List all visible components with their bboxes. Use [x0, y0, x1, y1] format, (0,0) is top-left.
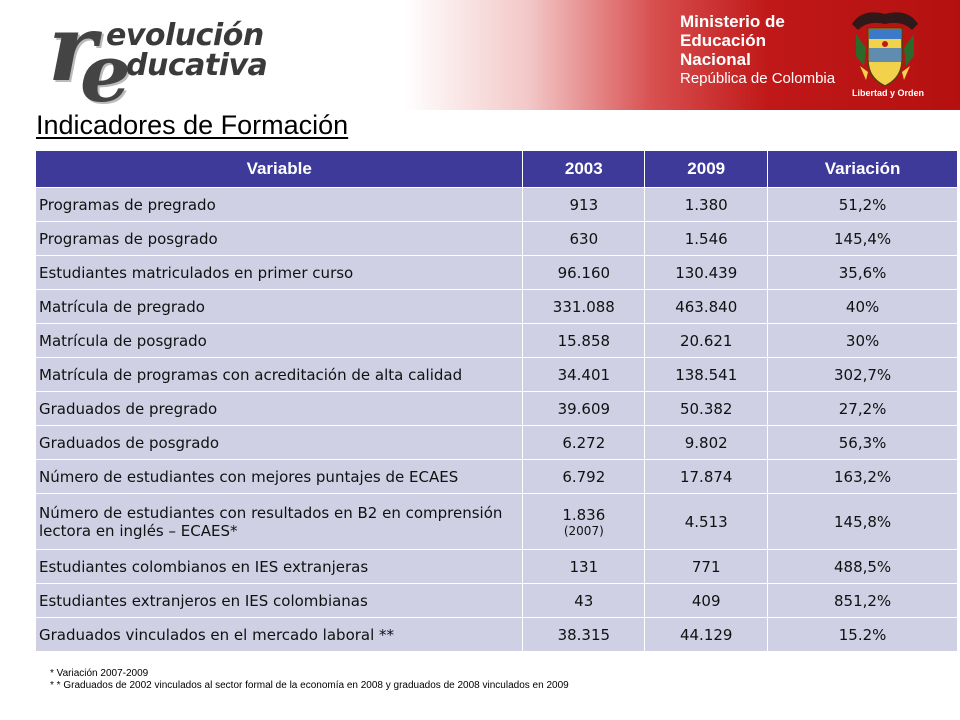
indicators-table: Variable 2003 2009 Variación Programas d…	[34, 150, 958, 652]
cell-2003: 6.272	[522, 425, 646, 460]
table-row: Número de estudiantes con resultados en …	[34, 493, 958, 550]
cell-2003: 96.160	[522, 255, 646, 290]
ministry-name: Ministerio de Educación Nacional Repúbli…	[680, 12, 840, 89]
table-header-row: Variable 2003 2009 Variación	[34, 150, 958, 188]
table-row: Matrícula de pregrado 331.088 463.840 40…	[34, 289, 958, 324]
cell-2003: 6.792	[522, 459, 646, 494]
header-2009: 2009	[644, 150, 769, 188]
cell-2003: 15.858	[522, 323, 646, 358]
cell-2003-value: 1.836	[562, 505, 606, 524]
table-row: Programas de pregrado 913 1.380 51,2%	[34, 187, 958, 222]
cell-variable: Número de estudiantes con resultados en …	[34, 493, 524, 550]
header-variable: Variable	[34, 150, 524, 188]
cell-variacion: 27,2%	[767, 391, 958, 426]
cell-2003-note: (2007)	[563, 523, 604, 538]
cell-2009: 771	[644, 549, 769, 584]
table-row: Graduados de posgrado 6.272 9.802 56,3%	[34, 425, 958, 460]
table-row: Estudiantes matriculados en primer curso…	[34, 255, 958, 290]
logo-word-revolucion: evolución	[106, 18, 264, 53]
cell-variable: Número de estudiantes con mejores puntaj…	[34, 459, 524, 494]
cell-2009: 1.546	[644, 221, 769, 256]
coat-of-arms-icon	[852, 12, 918, 87]
footnote-2: * * Graduados de 2002 vinculados al sect…	[50, 680, 569, 691]
cell-2009: 9.802	[644, 425, 769, 460]
page-title: Indicadores de Formación	[36, 110, 349, 140]
cell-variacion: 488,5%	[767, 549, 958, 584]
table-row: Graduados de pregrado 39.609 50.382 27,2…	[34, 391, 958, 426]
cell-variable: Programas de pregrado	[34, 187, 524, 222]
ministry-line-1: Ministerio de	[680, 12, 785, 31]
cell-2003: 39.609	[522, 391, 646, 426]
cell-variable: Estudiantes colombianos en IES extranjer…	[34, 549, 524, 584]
table-row: Programas de posgrado 630 1.546 145,4%	[34, 221, 958, 256]
cell-variacion: 51,2%	[767, 187, 958, 222]
table-row: Estudiantes colombianos en IES extranjer…	[34, 549, 958, 584]
table-row: Número de estudiantes con mejores puntaj…	[34, 459, 958, 494]
cell-2003: 331.088	[522, 289, 646, 324]
cell-variable: Graduados de pregrado	[34, 391, 524, 426]
cell-variable: Programas de posgrado	[34, 221, 524, 256]
cell-variacion: 145,4%	[767, 221, 958, 256]
table-row: Estudiantes extranjeros en IES colombian…	[34, 583, 958, 618]
logo-letter-r: r	[48, 0, 97, 102]
logo-word-educativa: ducativa	[126, 48, 268, 83]
cell-variacion: 56,3%	[767, 425, 958, 460]
ministry-line-3: República de Colombia	[680, 70, 836, 87]
ministry-line-2: Educación Nacional	[680, 31, 766, 69]
cell-2009: 44.129	[644, 617, 769, 652]
cell-2009: 20.621	[644, 323, 769, 358]
cell-2009: 138.541	[644, 357, 769, 392]
cell-variable: Matrícula de posgrado	[34, 323, 524, 358]
header-2003: 2003	[522, 150, 646, 188]
logo-letter-e: e	[80, 26, 131, 120]
cell-2003: 913	[522, 187, 646, 222]
cell-2009: 4.513	[644, 493, 769, 550]
cell-variacion: 145,8%	[767, 493, 958, 550]
cell-variable: Estudiantes matriculados en primer curso	[34, 255, 524, 290]
cell-2003: 1.836 (2007)	[522, 493, 646, 550]
cell-variacion: 35,6%	[767, 255, 958, 290]
header-banner: r e evolución ducativa Ministerio de Edu…	[0, 0, 960, 120]
cell-variacion: 163,2%	[767, 459, 958, 494]
cell-2009: 409	[644, 583, 769, 618]
cell-variable: Estudiantes extranjeros en IES colombian…	[34, 583, 524, 618]
cell-2003: 38.315	[522, 617, 646, 652]
cell-2003: 630	[522, 221, 646, 256]
cell-2009: 50.382	[644, 391, 769, 426]
cell-2003: 34.401	[522, 357, 646, 392]
table-row: Matrícula de programas con acreditación …	[34, 357, 958, 392]
cell-2009: 1.380	[644, 187, 769, 222]
cell-2009: 463.840	[644, 289, 769, 324]
footnote-1: * Variación 2007-2009	[50, 668, 149, 679]
cell-variable: Graduados de posgrado	[34, 425, 524, 460]
cell-variable: Graduados vinculados en el mercado labor…	[34, 617, 524, 652]
cell-variacion: 30%	[767, 323, 958, 358]
cell-2009: 130.439	[644, 255, 769, 290]
cell-variacion: 15.2%	[767, 617, 958, 652]
cell-variacion: 302,7%	[767, 357, 958, 392]
footnotes: * Variación 2007-2009 * * Graduados de 2…	[50, 668, 569, 692]
cell-variable: Matrícula de programas con acreditación …	[34, 357, 524, 392]
header-variacion: Variación	[767, 150, 958, 188]
table-row: Matrícula de posgrado 15.858 20.621 30%	[34, 323, 958, 358]
cell-variacion: 851,2%	[767, 583, 958, 618]
table-row: Graduados vinculados en el mercado labor…	[34, 617, 958, 652]
cell-2003: 131	[522, 549, 646, 584]
shield-motto: Libertad y Orden	[851, 88, 924, 98]
cell-2003: 43	[522, 583, 646, 618]
cell-variacion: 40%	[767, 289, 958, 324]
cell-2009: 17.874	[644, 459, 769, 494]
revolucion-educativa-logo: r e evolución ducativa	[40, 0, 280, 120]
cell-variable: Matrícula de pregrado	[34, 289, 524, 324]
